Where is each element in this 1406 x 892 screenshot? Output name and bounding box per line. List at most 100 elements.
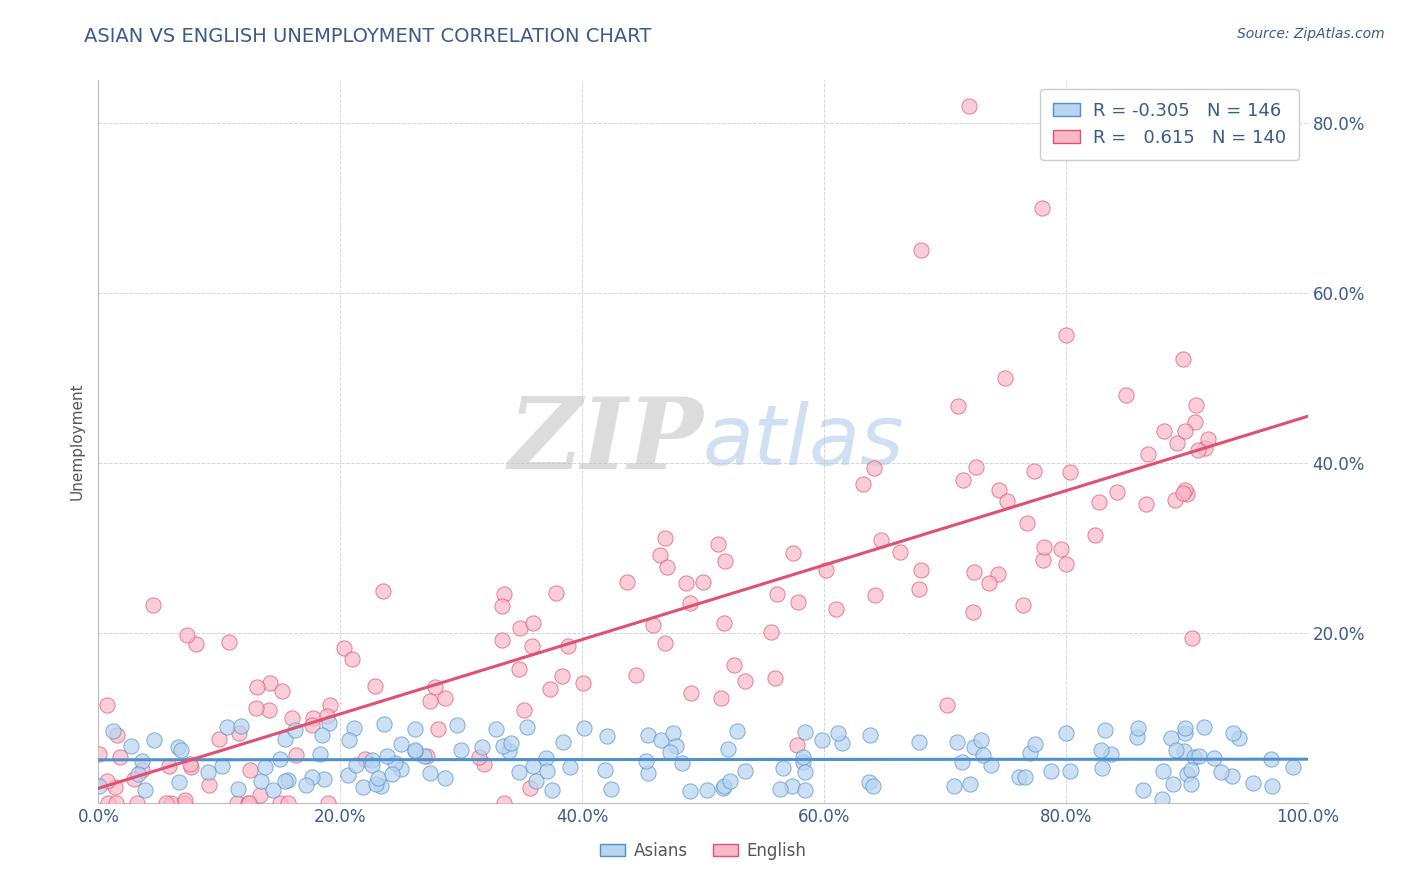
Point	[1094, 723, 1116, 738]
Point	[995, 494, 1018, 508]
Point	[159, 796, 181, 810]
Point	[972, 747, 994, 762]
Point	[284, 748, 307, 763]
Point	[269, 752, 291, 766]
Point	[734, 764, 756, 779]
Point	[254, 759, 277, 773]
Point	[120, 739, 142, 753]
Point	[1087, 495, 1109, 509]
Point	[908, 734, 931, 748]
Point	[1160, 731, 1182, 746]
Point	[1032, 541, 1054, 555]
Point	[815, 563, 838, 577]
Point	[596, 729, 619, 743]
Point	[1222, 726, 1244, 740]
Point	[1192, 720, 1215, 734]
Point	[1180, 777, 1202, 791]
Point	[404, 723, 426, 737]
Point	[713, 553, 735, 567]
Point	[446, 718, 468, 732]
Point	[249, 788, 271, 802]
Point	[553, 734, 575, 748]
Point	[513, 703, 536, 717]
Point	[994, 371, 1017, 385]
Point	[665, 739, 688, 754]
Point	[952, 473, 974, 487]
Point	[315, 709, 337, 723]
Point	[170, 743, 193, 757]
Point	[1136, 447, 1159, 461]
Point	[1022, 464, 1045, 478]
Point	[825, 602, 848, 616]
Point	[710, 691, 733, 706]
Point	[1054, 725, 1077, 739]
Point	[450, 743, 472, 757]
Point	[654, 636, 676, 650]
Point	[519, 780, 541, 795]
Point	[354, 751, 377, 765]
Point	[259, 675, 281, 690]
Point	[522, 615, 544, 630]
Point	[662, 725, 685, 739]
Point	[1125, 730, 1147, 744]
Point	[104, 780, 127, 794]
Point	[520, 639, 543, 653]
Legend: Asians, English: Asians, English	[593, 836, 813, 867]
Point	[794, 725, 817, 739]
Point	[963, 739, 986, 754]
Point	[218, 635, 240, 649]
Point	[1153, 424, 1175, 438]
Point	[574, 721, 596, 735]
Point	[1090, 761, 1112, 775]
Point	[173, 796, 195, 810]
Text: Source: ZipAtlas.com: Source: ZipAtlas.com	[1237, 27, 1385, 41]
Point	[624, 668, 647, 682]
Point	[262, 783, 284, 797]
Point	[491, 632, 513, 647]
Point	[131, 754, 153, 768]
Point	[318, 716, 340, 731]
Point	[1185, 398, 1208, 412]
Point	[544, 586, 567, 600]
Point	[1054, 557, 1077, 571]
Point	[792, 750, 814, 764]
Point	[536, 750, 558, 764]
Point	[340, 652, 363, 666]
Point	[1126, 722, 1149, 736]
Point	[1008, 770, 1031, 784]
Point	[1031, 201, 1053, 215]
Point	[143, 732, 166, 747]
Point	[1175, 767, 1198, 781]
Point	[792, 756, 814, 770]
Point	[936, 698, 959, 712]
Point	[870, 533, 893, 547]
Point	[852, 477, 875, 491]
Point	[228, 726, 250, 740]
Point	[616, 574, 638, 589]
Point	[319, 698, 342, 712]
Point	[308, 747, 330, 762]
Point	[782, 546, 804, 560]
Point	[1174, 721, 1197, 735]
Point	[557, 640, 579, 654]
Point	[1050, 542, 1073, 557]
Point	[1014, 770, 1036, 784]
Point	[910, 563, 932, 577]
Point	[713, 779, 735, 793]
Point	[1173, 485, 1195, 500]
Point	[97, 796, 120, 810]
Point	[373, 584, 395, 599]
Point	[988, 483, 1011, 497]
Point	[772, 761, 794, 775]
Point	[277, 772, 299, 787]
Point	[957, 99, 980, 113]
Point	[946, 735, 969, 749]
Point	[404, 743, 426, 757]
Point	[889, 544, 911, 558]
Point	[364, 777, 387, 791]
Point	[134, 782, 156, 797]
Point	[859, 728, 882, 742]
Point	[1188, 749, 1211, 764]
Point	[1175, 486, 1198, 500]
Point	[655, 560, 678, 574]
